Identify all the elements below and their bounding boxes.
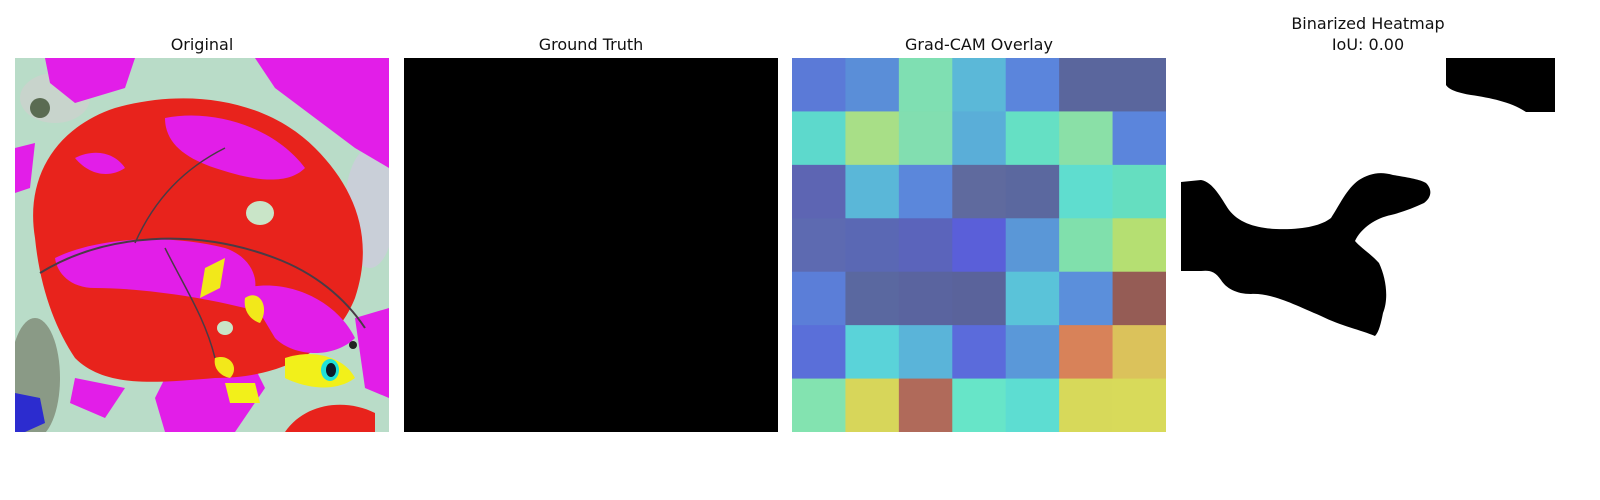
binary-region-top-right (1446, 58, 1555, 112)
gradcam-cell (898, 325, 953, 380)
gradcam-cell (898, 111, 953, 166)
gradcam-cell (792, 271, 846, 326)
gradcam-cell (792, 58, 846, 112)
gradcam-cell (952, 218, 1007, 273)
ground-truth-mask (404, 58, 778, 432)
gradcam-cell (1059, 58, 1114, 112)
gradcam-cell (952, 271, 1007, 326)
gradcam-cell (845, 58, 900, 112)
gradcam-cell (845, 378, 900, 432)
gradcam-cell (1059, 164, 1114, 219)
gradcam-cell (792, 111, 846, 166)
gradcam-cell (1005, 58, 1060, 112)
gradcam-cell (898, 164, 953, 219)
gradcam-cell (1059, 378, 1114, 432)
gradcam-cell (898, 271, 953, 326)
ground-truth-fill (404, 58, 778, 432)
gradcam-cell (952, 164, 1007, 219)
gradcam-cell (952, 325, 1007, 380)
gradcam-cell (952, 111, 1007, 166)
gradcam-cell (792, 325, 846, 380)
iou-score-label: IoU: 0.00 (1331, 35, 1405, 54)
gradcam-cell (1005, 164, 1060, 219)
gradcam-cell (792, 218, 846, 273)
binary-region-main (1181, 173, 1431, 336)
gradcam-cell (952, 58, 1007, 112)
original-image (15, 58, 389, 432)
gradcam-heatmap-grid (792, 58, 1166, 432)
gradcam-cell (792, 378, 846, 432)
gradcam-cell (1112, 111, 1166, 166)
gradcam-cell (1059, 218, 1114, 273)
gradcam-cell (1112, 378, 1166, 432)
gradcam-cell (898, 58, 953, 112)
binarized-heatmap (1181, 58, 1555, 432)
gradcam-cell (1112, 58, 1166, 112)
gradcam-cell (1059, 111, 1114, 166)
gradcam-cell (1059, 325, 1114, 380)
gradcam-cell (952, 378, 1007, 432)
panel-title-ground-truth: Ground Truth (538, 35, 644, 54)
gradcam-cell (898, 378, 953, 432)
gradcam-cell (845, 164, 900, 219)
gradcam-cell (845, 111, 900, 166)
gradcam-cell (792, 164, 846, 219)
gradcam-cell (1005, 378, 1060, 432)
gradcam-cell (845, 271, 900, 326)
gradcam-cell (1112, 325, 1166, 380)
panel-title-binarized-heatmap: Binarized Heatmap (1291, 14, 1445, 33)
gradcam-cell (1112, 164, 1166, 219)
gradcam-cell (1112, 218, 1166, 273)
gradcam-cell (1005, 325, 1060, 380)
gradcam-cell (1059, 271, 1114, 326)
gradcam-cell (1005, 271, 1060, 326)
gradcam-cell (845, 218, 900, 273)
gradcam-overlay (792, 58, 1166, 432)
panel-title-original: Original (170, 35, 234, 54)
panel-title-gradcam-overlay: Grad-CAM Overlay (905, 35, 1053, 54)
gradcam-cell (845, 325, 900, 380)
gradcam-cell (1112, 271, 1166, 326)
gradcam-cell (898, 218, 953, 273)
gradcam-cell (1005, 111, 1060, 166)
gradcam-cell (1005, 218, 1060, 273)
original-leaf-image (15, 58, 389, 432)
